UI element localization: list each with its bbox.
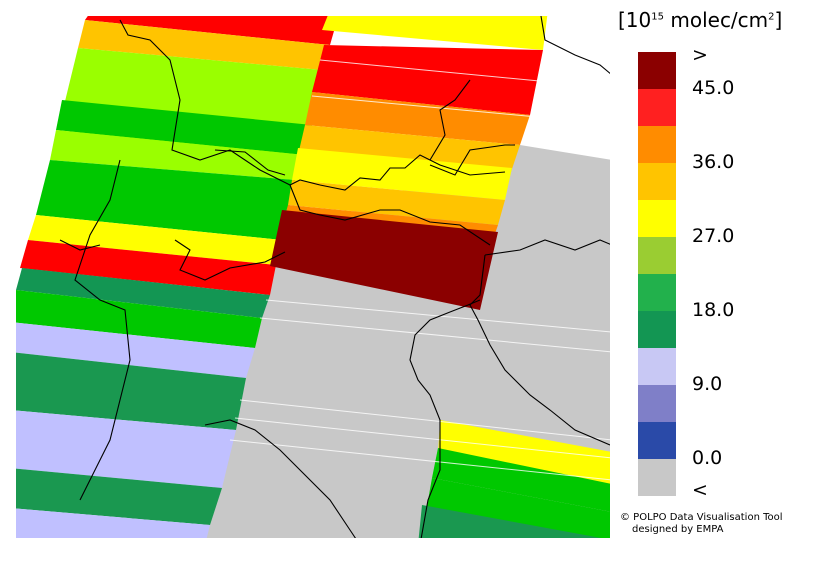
- strip: [16, 468, 222, 525]
- legend-swatch: [638, 52, 676, 89]
- strip: [36, 160, 295, 240]
- strip: [305, 92, 530, 145]
- border-line: [74, 159, 131, 501]
- legend-label: 27.0: [692, 225, 735, 247]
- legend-swatch: [638, 126, 676, 163]
- border-line: [429, 144, 515, 176]
- credit-line: © POLPO Data Visualisation Tool: [620, 512, 783, 523]
- legend-color-bar: [638, 52, 676, 496]
- legend-swatch: [638, 237, 676, 274]
- legend-swatch: [638, 459, 676, 496]
- border-line: [289, 184, 491, 246]
- strip: [16, 268, 270, 318]
- border-line: [59, 239, 101, 251]
- strip: [16, 352, 246, 430]
- legend-label: <: [692, 479, 708, 501]
- strip: [322, 16, 548, 50]
- legend-label: 45.0: [692, 77, 735, 99]
- legend-swatch: [638, 163, 676, 200]
- legend-swatch: [638, 385, 676, 422]
- strip: [85, 16, 339, 45]
- strip: [288, 180, 505, 225]
- border-line: [469, 254, 610, 446]
- legend-label: 36.0: [692, 151, 735, 173]
- strip: [50, 130, 305, 180]
- legend-swatch: [638, 200, 676, 237]
- strip: [432, 448, 610, 512]
- strip: [78, 20, 330, 70]
- left-orbit-swath: [16, 16, 339, 538]
- strip: [270, 210, 498, 310]
- country-borders: [59, 16, 610, 538]
- strip: [28, 215, 282, 265]
- strip: [16, 410, 236, 488]
- right-orbit-swath: [418, 420, 610, 538]
- strip: [16, 322, 255, 378]
- legend-title: [1015 molec/cm2]: [618, 8, 783, 32]
- border-line: [174, 239, 286, 281]
- legend-swatch: [638, 422, 676, 459]
- strip: [418, 505, 602, 538]
- border-line: [429, 79, 471, 161]
- legend-swatch: [638, 89, 676, 126]
- coastline: [409, 299, 481, 538]
- legend-label: 18.0: [692, 299, 735, 321]
- strip: [438, 420, 610, 488]
- legend-label: 0.0: [692, 447, 723, 469]
- border-line: [214, 149, 286, 176]
- credit-line: designed by EMPA: [632, 524, 724, 535]
- middle-orbit-swath: [270, 16, 548, 310]
- border-line: [484, 239, 610, 256]
- strip: [16, 290, 262, 348]
- border-line: [119, 19, 321, 186]
- legend-label: >: [692, 44, 708, 66]
- border-line: [319, 154, 506, 191]
- strip: [312, 45, 543, 115]
- legend-swatch: [638, 348, 676, 385]
- coastline: [204, 419, 356, 538]
- strip: [56, 100, 312, 155]
- legend-label: 9.0: [692, 373, 723, 395]
- border-line: [540, 16, 610, 75]
- legend-swatch: [638, 274, 676, 311]
- strip: [16, 508, 210, 538]
- strip: [298, 125, 520, 175]
- legend-swatch: [638, 311, 676, 348]
- strip: [292, 148, 512, 200]
- no2-map: [16, 16, 610, 538]
